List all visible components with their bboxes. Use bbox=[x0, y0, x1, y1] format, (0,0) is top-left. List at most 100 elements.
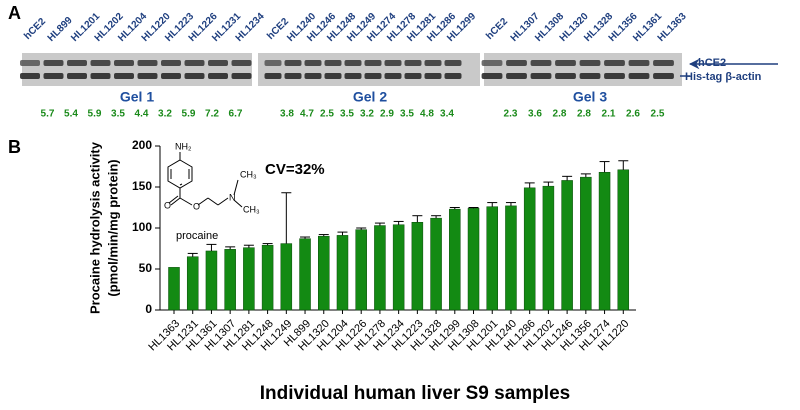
blot-band bbox=[604, 73, 625, 79]
blot-band bbox=[653, 60, 674, 66]
annotation: CV=32% bbox=[265, 161, 325, 178]
chem-label: CH₃ bbox=[240, 169, 257, 179]
ratio-label: 4.8 bbox=[420, 109, 434, 120]
ratio-label: 3.5 bbox=[111, 109, 125, 120]
blot-band bbox=[481, 60, 503, 66]
blot-band bbox=[579, 60, 601, 66]
blot-band bbox=[324, 73, 342, 79]
y-tick-label: 0 bbox=[145, 302, 152, 316]
chemical-structure bbox=[167, 152, 243, 208]
bar bbox=[411, 222, 424, 311]
blot-band bbox=[444, 73, 462, 79]
y-tick-label: 50 bbox=[139, 261, 153, 275]
blot-band bbox=[344, 73, 362, 79]
chem-label: CH₃ bbox=[243, 204, 260, 214]
x-axis-title: Individual human liver S9 samples bbox=[260, 383, 570, 404]
ratio-label: 2.5 bbox=[651, 109, 665, 120]
blot-band bbox=[90, 73, 111, 79]
ratio-label: 3.8 bbox=[280, 109, 294, 120]
bar bbox=[299, 238, 311, 311]
bar bbox=[186, 256, 199, 311]
blot-band bbox=[424, 73, 442, 79]
y-tick-label: 100 bbox=[132, 220, 152, 234]
blot-band bbox=[579, 73, 601, 79]
blot-band bbox=[67, 60, 87, 66]
blot-band bbox=[364, 73, 382, 79]
panel-label: B bbox=[8, 137, 21, 157]
bar bbox=[205, 250, 218, 311]
blot-band bbox=[20, 73, 40, 79]
atom: O bbox=[164, 200, 171, 210]
blot-band bbox=[628, 73, 650, 79]
blot-band bbox=[384, 73, 402, 79]
blot-image bbox=[20, 53, 682, 86]
blot-band bbox=[161, 73, 181, 79]
blot-band bbox=[364, 60, 382, 66]
bar bbox=[280, 243, 293, 311]
ratio-label: 2.3 bbox=[504, 109, 518, 120]
blot-band bbox=[404, 60, 422, 66]
y-tick-label: 200 bbox=[132, 138, 152, 152]
ratio-label: 3.6 bbox=[528, 109, 542, 120]
ratio-label: 7.2 bbox=[205, 109, 219, 120]
lane-label: hCE2 bbox=[484, 16, 510, 42]
gel-label: Gel 1 bbox=[120, 89, 154, 105]
ratio-label: 3.4 bbox=[440, 109, 454, 120]
ratio-label: 6.7 bbox=[229, 109, 243, 120]
ratio-label: 3.5 bbox=[400, 109, 414, 120]
gel-label: Gel 2 bbox=[353, 89, 387, 105]
blot-band bbox=[284, 60, 302, 66]
chem-label: NH₂ bbox=[175, 141, 192, 151]
band-label: His-tag β-actin bbox=[685, 71, 762, 83]
blot-band bbox=[653, 73, 674, 79]
blot-band bbox=[404, 73, 422, 79]
y-tick-label: 150 bbox=[132, 179, 152, 193]
ratio-label: 2.5 bbox=[320, 109, 334, 120]
blot-band bbox=[304, 60, 322, 66]
blot-band bbox=[604, 60, 625, 66]
blot-band bbox=[208, 73, 228, 79]
blot-band bbox=[43, 60, 64, 66]
blot-background bbox=[484, 53, 682, 86]
blot-band bbox=[137, 73, 158, 79]
blot-band bbox=[506, 73, 527, 79]
bar bbox=[449, 208, 461, 311]
bar bbox=[561, 180, 573, 311]
y-axis-title: (pmol/min/mg protein) bbox=[105, 159, 120, 296]
bar bbox=[336, 235, 349, 311]
blot-band bbox=[384, 60, 402, 66]
ratio-label: 2.8 bbox=[577, 109, 591, 120]
ratio-label: 2.6 bbox=[626, 109, 640, 120]
blot-band bbox=[344, 60, 362, 66]
blot-band bbox=[231, 73, 252, 79]
blot-band bbox=[137, 60, 158, 66]
bar bbox=[374, 225, 386, 311]
blot-band bbox=[481, 73, 503, 79]
blot-band bbox=[184, 73, 205, 79]
ratio-label: 5.4 bbox=[64, 109, 78, 120]
blot-band bbox=[90, 60, 111, 66]
bar bbox=[542, 185, 555, 311]
ratio-label: 2.8 bbox=[553, 109, 567, 120]
blot-band bbox=[304, 73, 322, 79]
lane-label: HL899 bbox=[46, 15, 75, 44]
blot-band bbox=[264, 60, 282, 66]
bar bbox=[598, 171, 611, 311]
bar bbox=[486, 206, 498, 311]
bar bbox=[523, 187, 536, 311]
blot-band bbox=[67, 73, 87, 79]
blot-band bbox=[530, 73, 552, 79]
blot-band bbox=[43, 73, 64, 79]
blot-background bbox=[258, 53, 480, 86]
ratio-label: 5.7 bbox=[41, 109, 55, 120]
atom: O bbox=[193, 201, 200, 211]
blot-band bbox=[264, 73, 282, 79]
blot-band bbox=[231, 60, 252, 66]
blot-band bbox=[506, 60, 527, 66]
bar bbox=[467, 208, 480, 311]
band-label: hCE2 bbox=[698, 57, 726, 69]
ratio-label: 4.7 bbox=[300, 109, 314, 120]
gel-label: Gel 3 bbox=[573, 89, 607, 105]
panel-label: A bbox=[8, 3, 21, 23]
